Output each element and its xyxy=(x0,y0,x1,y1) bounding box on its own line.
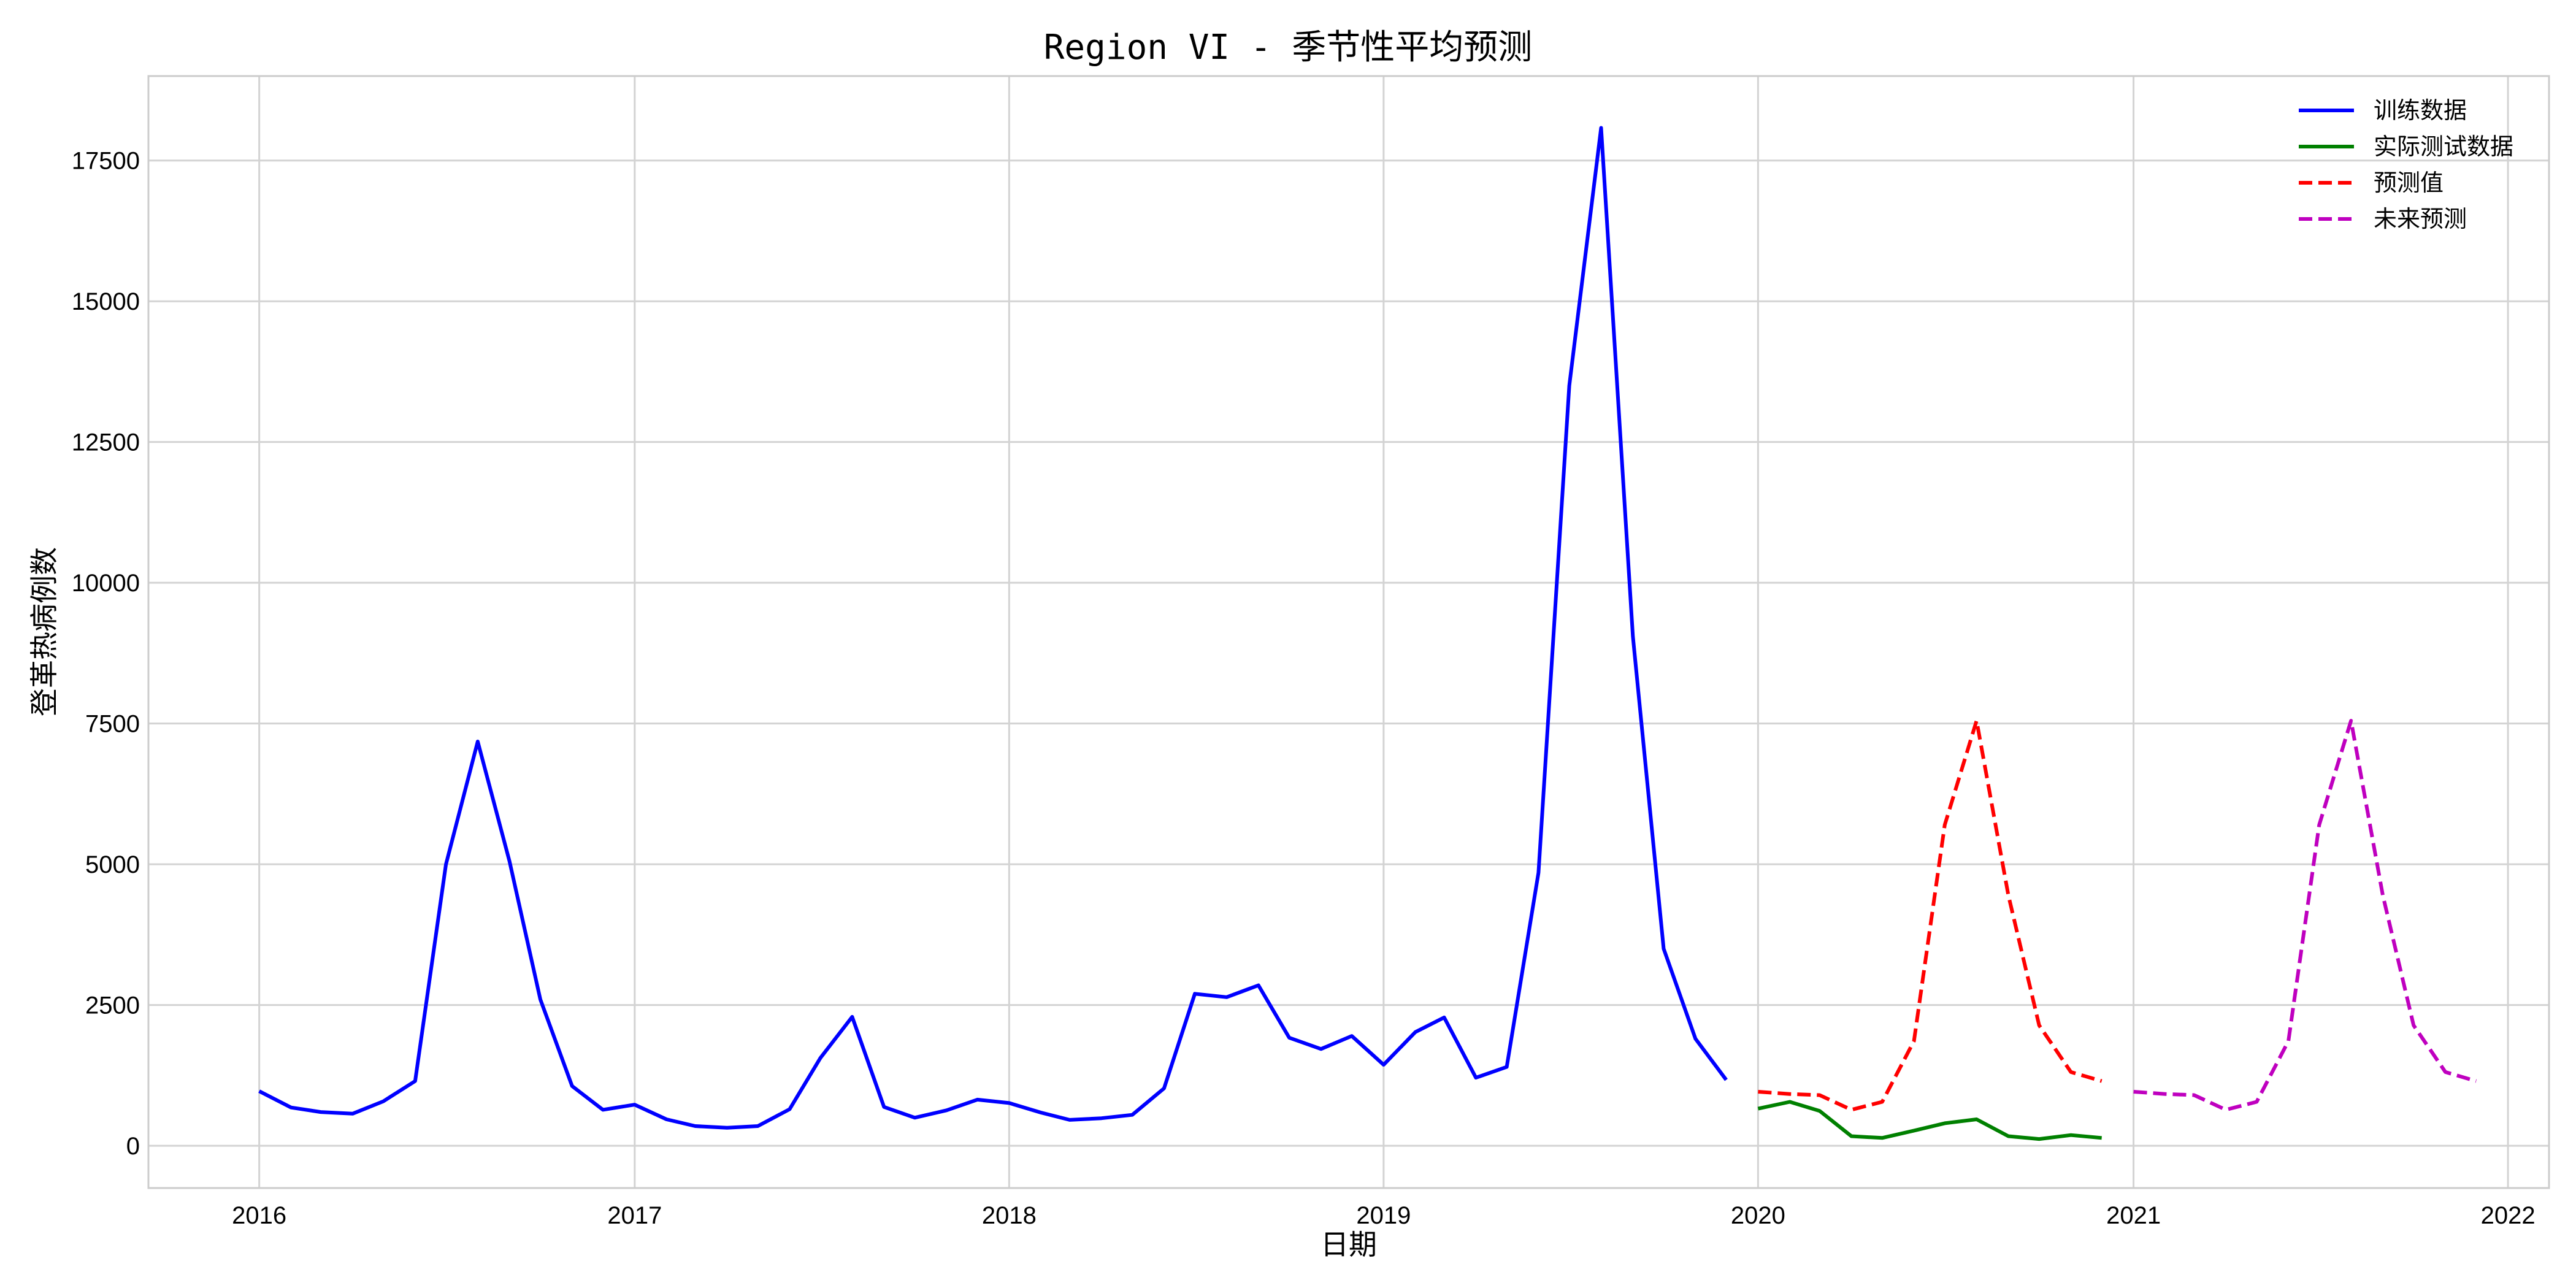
legend-label: 未来预测 xyxy=(2374,205,2467,232)
legend-label: 预测值 xyxy=(2374,169,2444,196)
chart-title: Region VI - 季节性平均预测 xyxy=(1044,28,1533,67)
legend-label: 训练数据 xyxy=(2374,97,2467,124)
series-line xyxy=(258,126,1728,1130)
x-tick-label: 2020 xyxy=(1731,1202,1785,1229)
y-tick-label: 5000 xyxy=(85,851,140,878)
series-line xyxy=(2133,719,2477,1112)
x-tick-label: 2017 xyxy=(607,1202,662,1229)
y-tick-label: 15000 xyxy=(72,288,140,315)
series-line xyxy=(1758,719,2103,1112)
x-axis-label: 日期 xyxy=(1321,1228,1377,1261)
y-axis-label: 登革热病例数 xyxy=(28,547,61,716)
x-tick-label: 2016 xyxy=(232,1202,286,1229)
series-line xyxy=(1757,1100,2102,1141)
y-tick-label: 0 xyxy=(126,1133,140,1160)
y-tick-label: 12500 xyxy=(72,429,140,456)
y-tick-label: 17500 xyxy=(72,148,140,175)
plot-frame xyxy=(147,75,2550,1189)
legend-label: 实际测试数据 xyxy=(2374,133,2513,160)
y-tick-label: 7500 xyxy=(85,711,140,738)
y-tick-label: 2500 xyxy=(85,992,140,1019)
x-tick-label: 2022 xyxy=(2481,1202,2536,1229)
x-tick-label: 2021 xyxy=(2106,1202,2161,1229)
x-tick-label: 2019 xyxy=(1356,1202,1411,1229)
x-tick-label: 2018 xyxy=(982,1202,1037,1229)
y-tick-label: 10000 xyxy=(72,570,140,597)
